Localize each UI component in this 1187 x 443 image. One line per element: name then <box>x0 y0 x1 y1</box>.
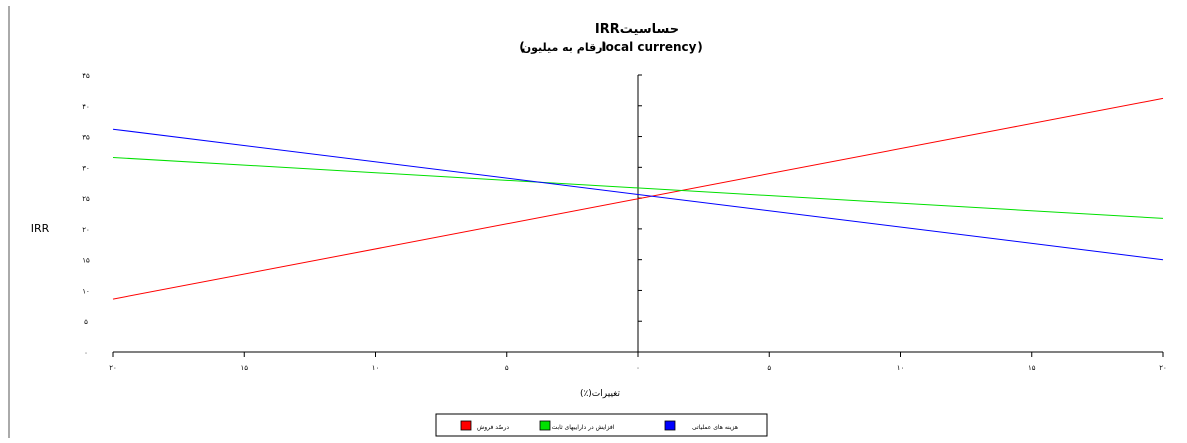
legend-label: درصّد فروش <box>477 424 509 431</box>
y-tick-label: ۲۵ <box>82 195 90 203</box>
chart-title: حساسیتIRR <box>595 22 679 37</box>
x-tick-label: ۱۵ <box>240 364 248 372</box>
x-tick-label: ۲۰ <box>109 364 117 372</box>
series-line <box>112 97 1164 300</box>
series-lines <box>112 97 1164 300</box>
y-axis-label: IRR <box>31 222 50 235</box>
chart-subtitle: ( ارقام به میلیون local currency ) <box>519 40 702 54</box>
subtitle-open-paren: ( <box>519 40 524 54</box>
series-line <box>112 128 1164 261</box>
legend: درصّد فروش افزایش در داراییهای ثابت هزینه … <box>435 413 768 437</box>
legend-swatch <box>460 420 472 431</box>
y-tick-label: ۴۰ <box>82 103 90 111</box>
x-tick-label: ۲۰ <box>1159 364 1167 372</box>
y-tick-label: ۳۰ <box>82 164 90 172</box>
legend-swatch <box>664 420 676 431</box>
y-tick-label: ۱۰ <box>82 287 90 295</box>
legend-label: افزایش در داراییهای ثابت <box>552 424 615 431</box>
legend-label: هزینه های عملیاتی <box>692 424 738 431</box>
legend-swatch <box>539 420 551 431</box>
series-line <box>112 157 1164 219</box>
subtitle-rest: ارقام به میلیون <box>522 41 607 54</box>
x-tick-label: ۱۰ <box>372 364 380 372</box>
subtitle-main: local currency <box>602 40 697 54</box>
x-tick-label: ۱۵ <box>1028 364 1036 372</box>
y-tick-label: ۳۵ <box>82 134 90 142</box>
x-tick-label: ۱۰ <box>897 364 905 372</box>
y-tick-label: ۱۵ <box>82 257 90 265</box>
x-axis-label: تغییرات(٪) <box>580 389 621 399</box>
legend-box <box>435 413 768 437</box>
y-tick-label: ۵ <box>84 318 88 326</box>
x-tick-label: ۰ <box>636 364 640 372</box>
y-tick-label: ۴۵ <box>82 72 90 80</box>
x-tick-label: ۵ <box>505 364 509 372</box>
y-tick-label: ۲۰ <box>82 226 90 234</box>
x-tick-label: ۵ <box>767 364 771 372</box>
y-tick-label: ۰ <box>84 349 88 357</box>
axes: ۰ ۵ ۱۰ ۱۵ ۲۰ ۲۵ ۳۰ ۳۵ ۴۰ ۴۵ ۲۰ ۱۵ ۱۰ ۵ ۰ ۵ ۱۰ ۱۵ ۲۰ <box>82 72 1167 372</box>
subtitle-close-paren: ) <box>697 40 702 54</box>
